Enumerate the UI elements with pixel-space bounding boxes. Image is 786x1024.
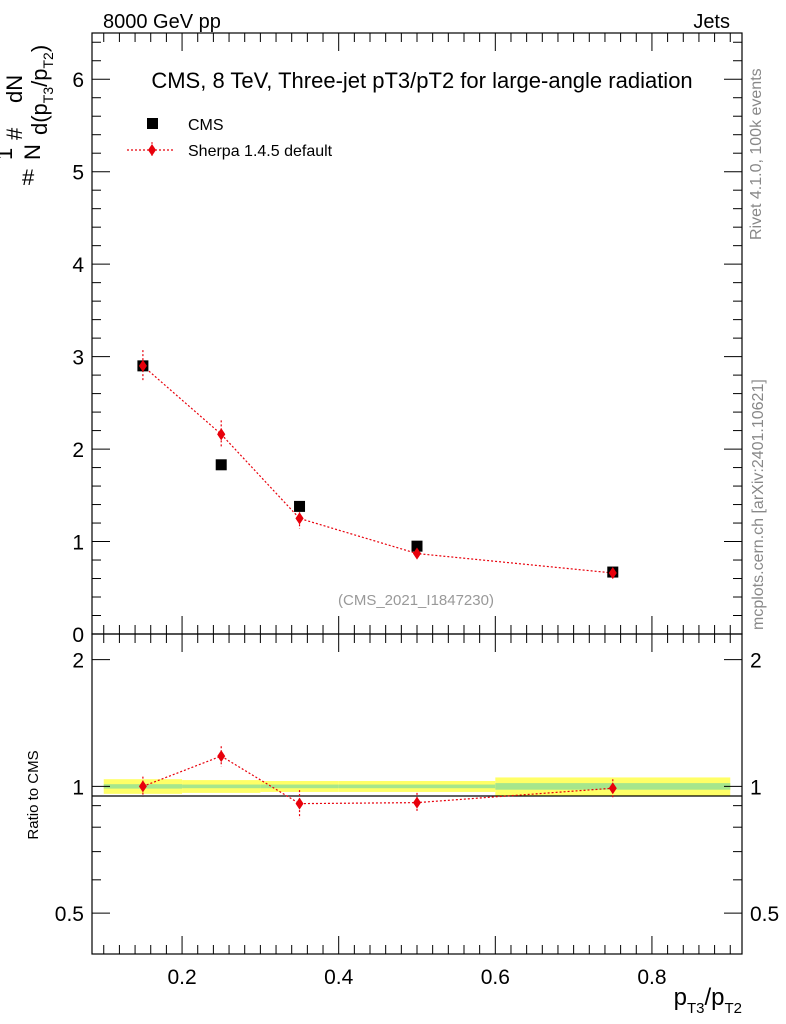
ratio-plot-frame: [91, 633, 743, 955]
legend-cms-marker: [147, 118, 158, 129]
main-y-tick-label: 5: [72, 162, 84, 185]
analysis-id: (CMS_2021_I1847230): [338, 592, 494, 609]
main-y-tick-label: 0: [72, 624, 84, 647]
ratio-y-axis-label: Ratio to CMS: [25, 750, 42, 839]
ratio-y-tick-label-right: 0.5: [750, 903, 779, 926]
ratio-band-green: [260, 784, 339, 789]
ratio-point: [138, 780, 147, 793]
main-y-axis-label: # 1 N # dN d(pT3/pT2): [0, 45, 56, 190]
ratio-point: [608, 782, 617, 795]
ratio-y-tick-label-left: 1: [72, 776, 84, 799]
rivet-label: Rivet 4.1.0, 100k events: [748, 68, 765, 240]
x-tick-label: 0.8: [637, 966, 666, 989]
sherpa-series: [138, 350, 617, 579]
svg-text:N: N: [20, 144, 45, 160]
ratio-point: [413, 796, 421, 809]
sherpa-point-overlay: [217, 428, 226, 441]
cms-point: [215, 459, 227, 471]
header-right: Jets: [693, 11, 730, 33]
svg-text:1: 1: [0, 148, 17, 160]
sherpa-point-overlay: [295, 512, 304, 525]
x-tick-label: 0.6: [481, 966, 510, 989]
ratio-y-tick-label-right: 1: [750, 776, 762, 799]
cms-point: [294, 500, 306, 512]
legend-sherpa-marker: [148, 144, 156, 156]
cms-point: [411, 540, 423, 552]
svg-text:#: #: [2, 127, 27, 140]
main-y-tick-label: 3: [72, 347, 84, 370]
ratio-band-green: [338, 784, 496, 789]
main-y-tick-label: 6: [72, 69, 84, 92]
sherpa-point-overlay: [138, 359, 147, 372]
main-y-tick-label: 2: [72, 439, 84, 462]
x-tick-label: 0.4: [324, 966, 354, 989]
sherpa-line: [142, 365, 613, 574]
x-axis-label: pT3/pT2: [674, 984, 742, 1017]
mcplots-label: mcplots.cern.ch [arXiv:2401.10621]: [750, 379, 767, 630]
legend-sherpa-label: Sherpa 1.4.5 default: [188, 143, 333, 160]
main-chart-title: CMS, 8 TeV, Three-jet pT3/pT2 for large-…: [151, 68, 692, 93]
ratio-sherpa-series: [138, 746, 617, 819]
svg-text:#: #: [22, 165, 35, 190]
ratio-point: [295, 797, 304, 810]
ratio-y-tick-label-left: 0.5: [55, 903, 84, 926]
svg-text:d(pT3/pT2): d(pT3/pT2): [27, 45, 56, 135]
ratio-point: [217, 750, 226, 763]
ratio-band-green: [182, 784, 261, 789]
x-tick-label: 0.2: [167, 966, 196, 989]
cms-series: [137, 359, 619, 579]
ratio-y-tick-label-left: 2: [72, 650, 84, 673]
ratio-axis-ticks: 0.5 0.5 1 1 2 2 0.2 0.4 0.6 0.8: [55, 634, 779, 989]
main-y-tick-label: 1: [72, 532, 84, 555]
header-left: 8000 GeV pp: [103, 11, 221, 33]
main-axis-ticks: 0 1 2 3 4 5 6: [72, 33, 742, 647]
sherpa-point-overlay: [608, 566, 617, 579]
legend: CMS Sherpa 1.4.5 default: [127, 117, 333, 160]
svg-text:dN: dN: [2, 75, 27, 103]
legend-cms-label: CMS: [188, 117, 224, 134]
ratio-y-tick-label-right: 2: [750, 650, 762, 673]
sherpa-point-overlay: [413, 547, 421, 560]
main-y-tick-label: 4: [72, 254, 84, 277]
